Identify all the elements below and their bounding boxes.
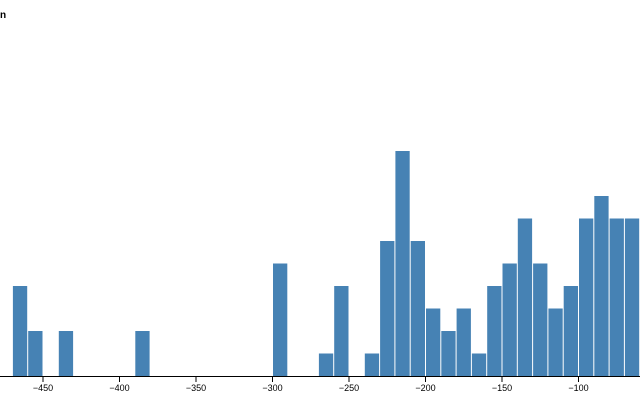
bar-3 — [135, 331, 150, 376]
bar-11 — [426, 308, 441, 376]
x-tick-label-0: −450 — [33, 383, 53, 393]
bar-17 — [517, 218, 533, 376]
bar-6 — [334, 286, 349, 376]
x-axis: −450 −400 −350 −300 −250 −200 −150 −100 — [0, 376, 640, 393]
x-tick-label-5: −200 — [415, 383, 435, 393]
bar-15 — [487, 286, 502, 376]
x-tick-label-7: −100 — [568, 383, 588, 393]
bar-5 — [318, 353, 334, 376]
bar-0 — [12, 286, 28, 376]
x-tick-label-4: −250 — [339, 383, 359, 393]
x-tick-label-2: −350 — [186, 383, 206, 393]
x-tick-label-3: −300 — [262, 383, 282, 393]
bar-20 — [563, 286, 578, 376]
x-tick-label-1: −400 — [109, 383, 129, 393]
bars-group — [12, 151, 640, 376]
bar-10 — [410, 241, 425, 376]
bar-14 — [471, 353, 487, 376]
bar-24 — [624, 218, 640, 376]
bar-8 — [380, 241, 395, 376]
bar-1 — [28, 331, 43, 376]
bar-16 — [502, 263, 517, 376]
bar-22 — [594, 196, 609, 376]
bar-4 — [273, 263, 288, 376]
bar-21 — [579, 218, 594, 376]
bar-12 — [441, 331, 456, 376]
chart-title-fragment: n — [0, 10, 6, 21]
bar-23 — [609, 218, 624, 376]
bar-2 — [58, 331, 74, 376]
x-tick-label-6: −150 — [492, 383, 512, 393]
bar-13 — [456, 308, 471, 376]
bar-7 — [364, 353, 380, 376]
bar-19 — [548, 308, 563, 376]
bar-18 — [533, 263, 548, 376]
bar-9 — [395, 151, 410, 376]
